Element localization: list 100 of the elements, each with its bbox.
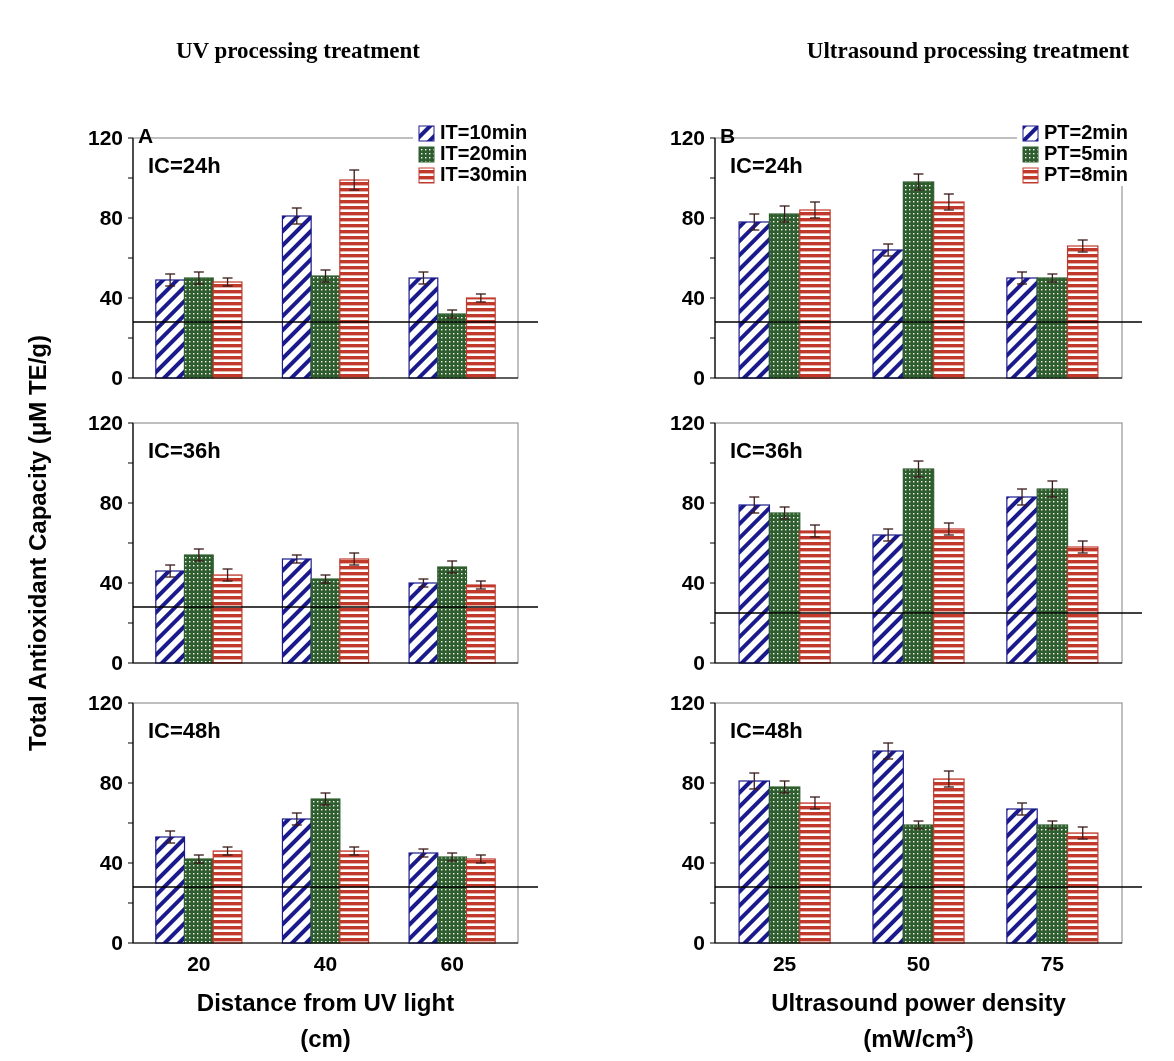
bar (408, 852, 439, 944)
bar (437, 566, 468, 664)
bar (310, 798, 341, 944)
bar (339, 179, 370, 379)
bar (465, 584, 496, 664)
bar (799, 209, 831, 379)
bar (183, 277, 214, 379)
bar (1006, 808, 1038, 944)
y-tick-label: 0 (693, 366, 705, 390)
bar (408, 582, 439, 664)
annotation: IC=36h (148, 438, 221, 463)
x-tick-label: 20 (187, 952, 211, 975)
bar (933, 201, 965, 379)
bar (738, 780, 771, 944)
bar (799, 802, 831, 944)
bar (183, 858, 214, 944)
bar (155, 570, 186, 664)
legend-label: IT=30min (440, 163, 528, 185)
bar (872, 534, 904, 664)
chart-title: Ultrasound processing treatment (806, 38, 1130, 63)
bar (281, 215, 312, 379)
y-tick-label: 120 (669, 411, 705, 435)
bar (768, 786, 801, 944)
bar (281, 558, 312, 664)
bar (1036, 488, 1069, 664)
bar (1066, 546, 1099, 664)
y-tick-label: 80 (681, 771, 705, 795)
y-tick-label: 40 (681, 851, 705, 875)
bar (1036, 824, 1069, 944)
y-tick-label: 120 (87, 691, 123, 715)
bar (902, 181, 935, 379)
legend-label: PT=5min (1044, 142, 1128, 164)
y-tick-label: 40 (681, 286, 705, 310)
bar (408, 277, 439, 379)
bar (902, 824, 935, 944)
bar (738, 221, 771, 379)
bar (872, 750, 904, 944)
legend-label: PT=2min (1044, 121, 1128, 143)
bar (1066, 832, 1099, 944)
bar (1006, 496, 1038, 664)
y-tick-label: 40 (99, 851, 123, 875)
bar (212, 281, 243, 379)
legend-label: IT=10min (440, 121, 528, 143)
y-tick-label: 120 (669, 691, 705, 715)
bar (437, 856, 468, 944)
bar (212, 574, 243, 664)
bar (155, 836, 186, 944)
y-tick-label: 0 (111, 931, 123, 955)
annotation: IC=48h (730, 718, 803, 743)
legend-label: PT=8min (1044, 163, 1128, 185)
y-tick-label: 80 (99, 206, 123, 230)
bar (339, 850, 370, 944)
bar (872, 249, 904, 379)
x-tick-label: 50 (906, 952, 931, 975)
bar (902, 468, 935, 664)
y-axis-title: Total Antioxidant Capacity (μM TE/g) (24, 334, 51, 752)
bar (437, 313, 468, 379)
x-axis-title: Ultrasound power density (mW/cm$^{3}$) (771, 989, 1067, 1052)
x-tick-label: 40 (313, 952, 338, 975)
bar (183, 554, 214, 664)
y-tick-label: 80 (99, 491, 123, 515)
bar (799, 530, 831, 664)
bar (465, 297, 496, 379)
bar (281, 818, 312, 944)
annotation: IC=48h (148, 718, 221, 743)
y-tick-label: 80 (99, 771, 123, 795)
x-axis-title: Distance from UV light (cm) (196, 989, 455, 1052)
bar (933, 778, 965, 944)
annotation: IC=24h (148, 153, 221, 178)
annotation: B (720, 124, 736, 147)
bar (738, 504, 771, 664)
bar (155, 279, 186, 379)
bar (465, 858, 496, 944)
annotation: IC=24h (730, 153, 803, 178)
bar (310, 275, 341, 379)
y-tick-label: 0 (693, 931, 705, 955)
y-tick-label: 120 (669, 126, 705, 150)
y-tick-label: 40 (99, 286, 123, 310)
bar (1006, 277, 1038, 379)
y-tick-label: 0 (693, 651, 705, 675)
bar (768, 213, 801, 379)
legend-label: IT=20min (440, 142, 528, 164)
y-tick-label: 0 (111, 651, 123, 675)
y-tick-label: 40 (99, 571, 123, 595)
x-tick-label: 25 (772, 952, 797, 975)
bar (339, 558, 370, 664)
y-tick-label: 80 (681, 491, 705, 515)
bar (768, 512, 801, 664)
bar (212, 850, 243, 944)
y-tick-label: 120 (87, 411, 123, 435)
x-tick-label: 60 (440, 952, 464, 975)
chart-title: UV processing treatment (175, 38, 421, 63)
annotation: IC=36h (730, 438, 803, 463)
y-tick-label: 80 (681, 206, 705, 230)
x-tick-label: 75 (1040, 952, 1065, 975)
y-tick-label: 40 (681, 571, 705, 595)
bar (310, 578, 341, 664)
y-tick-label: 120 (87, 126, 123, 150)
annotation: A (138, 124, 154, 147)
bar (1066, 245, 1099, 379)
